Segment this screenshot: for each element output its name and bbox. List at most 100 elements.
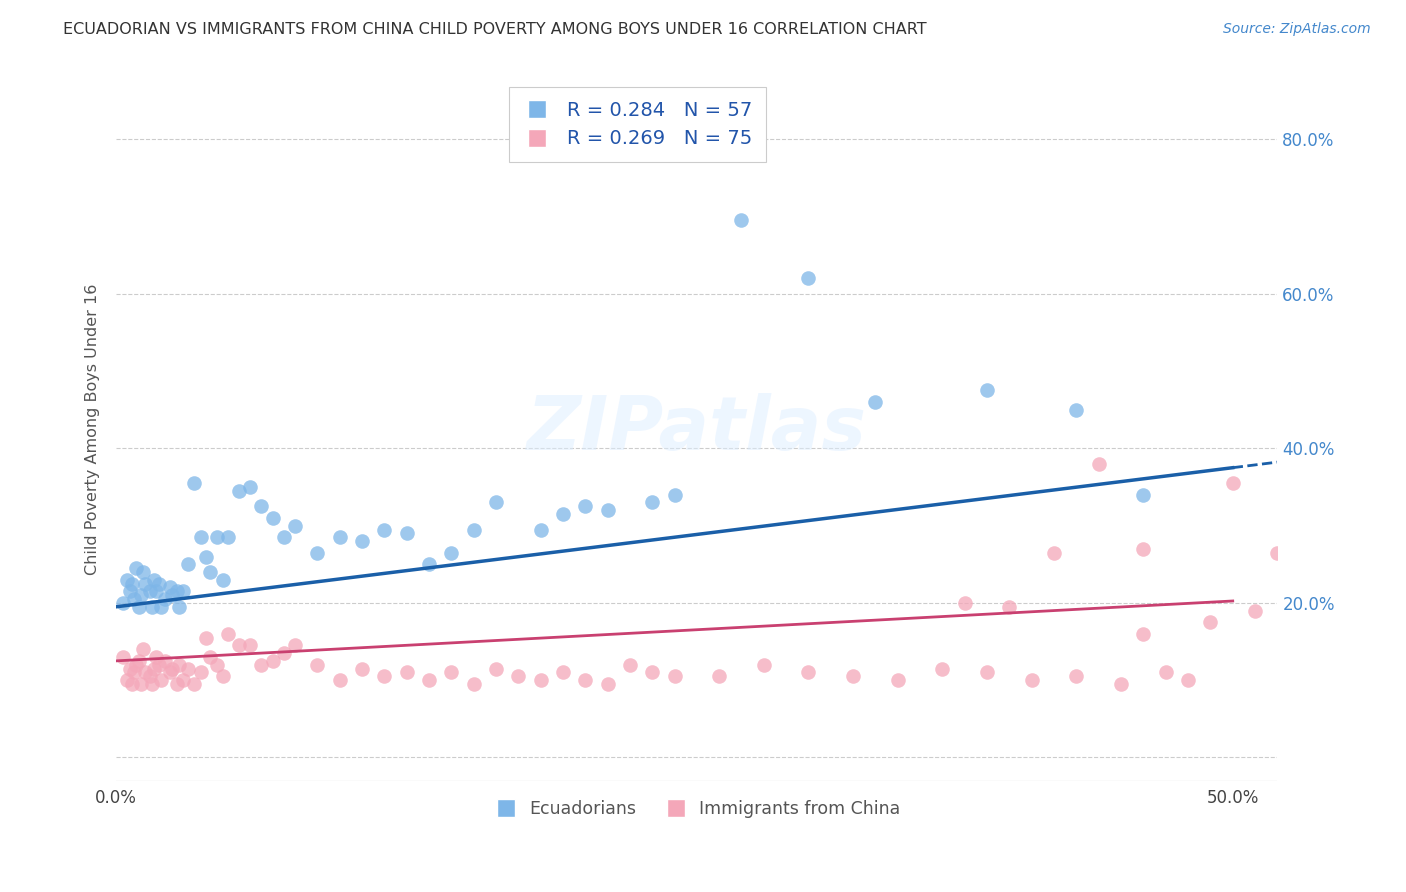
Point [132,565,155,579]
Point [212,669,235,683]
Point [155,654,177,668]
Point [463,523,485,537]
Point [125,657,148,672]
Point [373,523,395,537]
Point [128,654,150,668]
Point [212,573,235,587]
Point [129,588,152,602]
Point [122,665,145,680]
Point [350,662,373,676]
Point [998,599,1021,614]
Point [350,534,373,549]
Point [1043,546,1066,560]
Point [463,677,485,691]
Point [953,596,976,610]
Point [118,662,141,676]
Point [190,665,212,680]
Point [141,599,163,614]
Point [865,395,887,409]
Point [172,584,194,599]
Point [641,665,664,680]
Point [1244,604,1267,618]
Point [418,673,440,688]
Point [664,488,686,502]
Point [596,677,619,691]
Text: ECUADORIAN VS IMMIGRANTS FROM CHINA CHILD POVERTY AMONG BOYS UNDER 16 CORRELATIO: ECUADORIAN VS IMMIGRANTS FROM CHINA CHIL… [63,22,927,37]
Point [329,530,352,544]
Point [250,657,273,672]
Point [797,271,820,285]
Point [159,665,181,680]
Point [1132,488,1154,502]
Point [117,573,139,587]
Point [273,530,295,544]
Point [128,599,150,614]
Point [641,495,664,509]
Point [122,592,145,607]
Text: ZIPatlas: ZIPatlas [527,392,868,466]
Point [145,650,167,665]
Point [177,558,200,572]
Y-axis label: Child Poverty Among Boys Under 16: Child Poverty Among Boys Under 16 [86,284,100,574]
Point [508,669,530,683]
Point [485,662,508,676]
Point [117,673,139,688]
Point [1199,615,1222,630]
Point [134,665,156,680]
Point [121,576,143,591]
Point [239,639,262,653]
Point [273,646,295,660]
Point [166,584,188,599]
Point [139,584,162,599]
Point [395,526,418,541]
Text: Source: ZipAtlas.com: Source: ZipAtlas.com [1223,22,1371,37]
Point [664,669,686,683]
Point [1267,546,1289,560]
Point [976,665,998,680]
Point [167,657,190,672]
Point [205,657,228,672]
Point [797,665,820,680]
Point [1109,677,1132,691]
Point [1021,673,1043,688]
Point [149,673,172,688]
Point [167,599,190,614]
Point [1087,457,1109,471]
Point [183,476,205,491]
Point [190,530,212,544]
Point [529,673,551,688]
Point [976,384,998,398]
Point [307,657,329,672]
Point [172,673,194,688]
Point [183,677,205,691]
Point [139,669,162,683]
Point [1154,665,1177,680]
Point [551,507,574,521]
Point [730,213,752,227]
Point [143,573,166,587]
Point [418,558,440,572]
Point [217,627,239,641]
Legend: Ecuadorians, Immigrants from China: Ecuadorians, Immigrants from China [486,793,907,825]
Point [1132,541,1154,556]
Point [125,561,148,575]
Point [194,549,217,564]
Point [262,654,284,668]
Point [440,546,463,560]
Point [1177,673,1199,688]
Point [177,662,200,676]
Point [159,581,181,595]
Point [1066,402,1088,417]
Point [198,650,221,665]
Point [160,588,183,602]
Point [596,503,619,517]
Point [842,669,865,683]
Point [228,483,250,498]
Point [250,500,273,514]
Point [551,665,574,680]
Point [440,665,463,680]
Point [149,599,172,614]
Point [1222,476,1244,491]
Point [329,673,352,688]
Point [752,657,775,672]
